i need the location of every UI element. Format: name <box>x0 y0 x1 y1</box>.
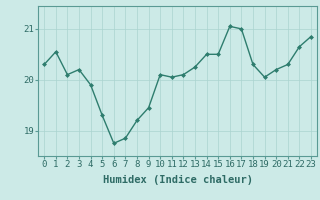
X-axis label: Humidex (Indice chaleur): Humidex (Indice chaleur) <box>103 175 252 185</box>
